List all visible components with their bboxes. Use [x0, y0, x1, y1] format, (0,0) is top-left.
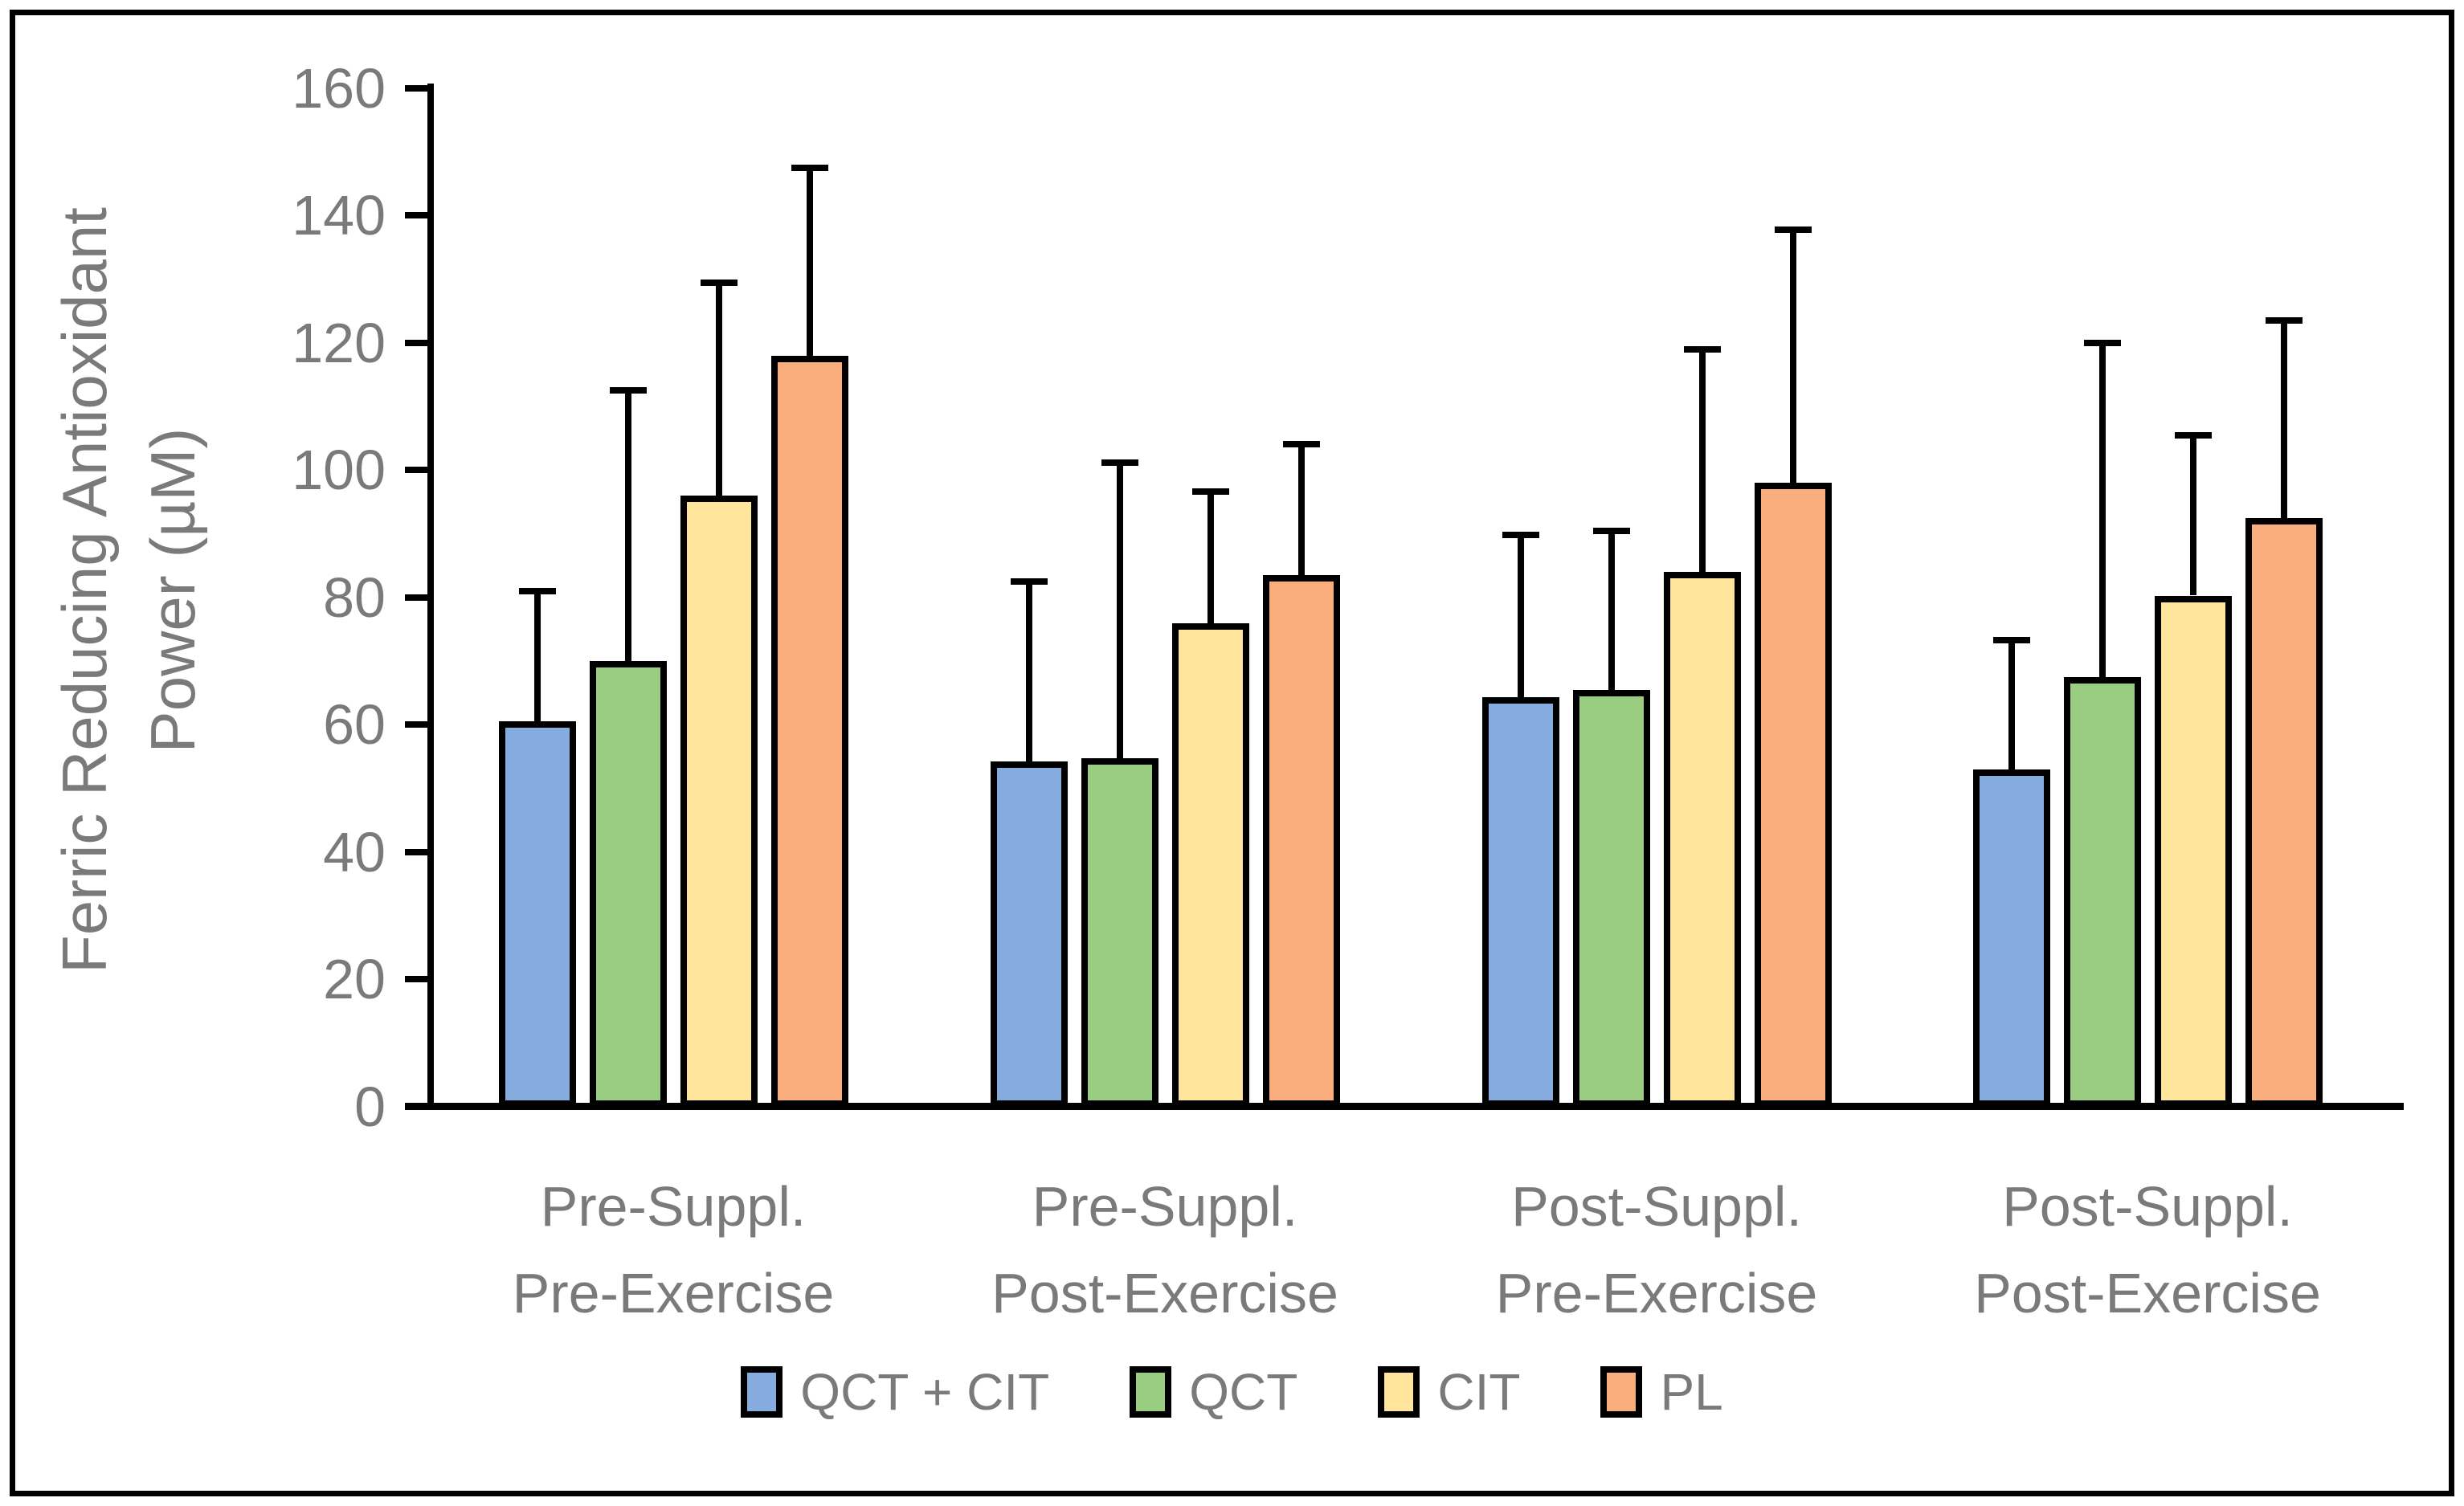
error-bar-line: [806, 170, 813, 356]
y-axis-tick-label: 120: [292, 311, 386, 374]
y-axis-tick-label: 20: [323, 948, 386, 1011]
legend-label: QCT + CIT: [800, 1363, 1050, 1421]
error-bar-cap: [1191, 488, 1229, 496]
y-axis-tick-label: 160: [292, 56, 386, 120]
bar-pl-group2: [1262, 575, 1340, 1107]
figure-border: [10, 10, 2454, 1496]
error-bar-cap: [791, 164, 828, 171]
y-axis-tick-label: 60: [323, 693, 386, 757]
error-bar-line: [2008, 643, 2015, 769]
error-bar-cap: [1992, 636, 2030, 643]
error-bar-line: [1517, 538, 1524, 698]
legend-item-pl: PL: [1600, 1363, 1723, 1421]
error-bar-cap: [2174, 431, 2212, 439]
error-bar-line: [1297, 447, 1305, 576]
category-label-line: Pre-Exercise: [512, 1262, 835, 1324]
category-label-line: Pre-Suppl.: [540, 1175, 807, 1238]
category-label-line: Post-Exercise: [991, 1262, 1338, 1324]
error-bar-line: [624, 394, 631, 662]
bar-cit-group1: [680, 496, 758, 1107]
bar-qct-group1: [589, 661, 667, 1107]
bar-qct+cit-group2: [990, 761, 1068, 1107]
legend-swatch-icon: [1130, 1366, 1172, 1418]
bar-qct+cit-group4: [1972, 769, 2050, 1107]
y-axis-tick: [405, 848, 434, 855]
error-bar-line: [715, 285, 722, 496]
error-bar-line: [1207, 495, 1214, 623]
legend-swatch-icon: [741, 1366, 783, 1418]
y-axis-tick: [405, 594, 434, 601]
error-bar-cap: [609, 387, 647, 394]
legend: QCT + CIT QCT CIT PL: [0, 1356, 2464, 1428]
y-axis-tick: [405, 721, 434, 729]
bar-qct-group2: [1081, 758, 1158, 1107]
error-bar-line: [2189, 438, 2196, 596]
y-axis-tick: [405, 84, 434, 92]
error-bar-cap: [2265, 317, 2303, 324]
category-label-line: Post-Suppl.: [1511, 1175, 1802, 1238]
error-bar-cap: [1592, 527, 1630, 534]
bar-pl-group3: [1754, 483, 1832, 1107]
legend-item-cit: CIT: [1378, 1366, 1520, 1418]
error-bar-cap: [1282, 440, 1320, 447]
error-bar-line: [2098, 345, 2106, 677]
error-bar-cap: [1502, 532, 1539, 539]
category-label-group1: Pre-Suppl. Pre-Exercise: [408, 1163, 938, 1337]
legend-label: QCT: [1189, 1363, 1298, 1421]
error-bar-cap: [2083, 339, 2121, 346]
bar-cit-group2: [1171, 622, 1249, 1107]
bar-qct-group3: [1572, 689, 1650, 1107]
error-bar-cap: [1683, 345, 1721, 353]
error-bar-cap: [700, 279, 738, 286]
category-label-line: Pre-Suppl.: [1032, 1175, 1298, 1238]
category-label-group4: Post-Suppl. Post-Exercise: [1882, 1163, 2413, 1337]
error-bar-cap: [1774, 226, 1812, 233]
legend-swatch-icon: [1600, 1366, 1643, 1418]
error-bar-line: [1789, 232, 1796, 484]
error-bar-line: [1698, 352, 1706, 573]
y-axis-tick-label: 100: [292, 439, 386, 502]
x-axis-line: [405, 1103, 2404, 1110]
category-label-line: Post-Exercise: [1974, 1262, 2321, 1324]
error-bar-line: [1025, 585, 1032, 762]
category-label-line: Post-Suppl.: [2002, 1175, 2293, 1238]
error-bar-line: [2280, 324, 2287, 518]
y-axis-tick-label: 140: [292, 184, 386, 247]
error-bar-cap: [1101, 459, 1138, 466]
y-axis-tick: [405, 212, 434, 219]
category-label-group2: Pre-Suppl. Post-Exercise: [900, 1163, 1430, 1337]
y-axis-tick: [405, 467, 434, 474]
bar-qct-group4: [2063, 676, 2141, 1107]
legend-item-qct: QCT: [1130, 1366, 1297, 1418]
legend-swatch-icon: [1378, 1366, 1420, 1418]
legend-item-qct+cit: QCT + CIT: [741, 1366, 1049, 1418]
legend-label: CIT: [1437, 1363, 1521, 1421]
category-label-group3: Post-Suppl. Pre-Exercise: [1391, 1163, 1922, 1337]
error-bar-line: [533, 594, 541, 722]
category-label-line: Pre-Exercise: [1495, 1262, 1818, 1324]
bar-cit-group4: [2154, 595, 2232, 1107]
bar-pl-group1: [770, 355, 848, 1107]
error-bar-cap: [518, 587, 556, 594]
y-axis-tick: [405, 339, 434, 346]
error-bar-line: [1116, 465, 1123, 759]
legend-label: PL: [1660, 1363, 1723, 1421]
error-bar-cap: [1010, 578, 1048, 586]
error-bar-line: [1608, 533, 1615, 690]
y-axis-tick-label: 0: [354, 1075, 386, 1138]
y-axis-tick-label: 80: [323, 565, 386, 629]
bar-cit-group3: [1663, 572, 1741, 1107]
bar-qct+cit-group1: [498, 721, 576, 1107]
y-axis-tick: [405, 976, 434, 983]
y-axis-tick-label: 40: [323, 820, 386, 884]
bar-pl-group4: [2245, 517, 2323, 1107]
bar-qct+cit-group3: [1481, 697, 1559, 1107]
